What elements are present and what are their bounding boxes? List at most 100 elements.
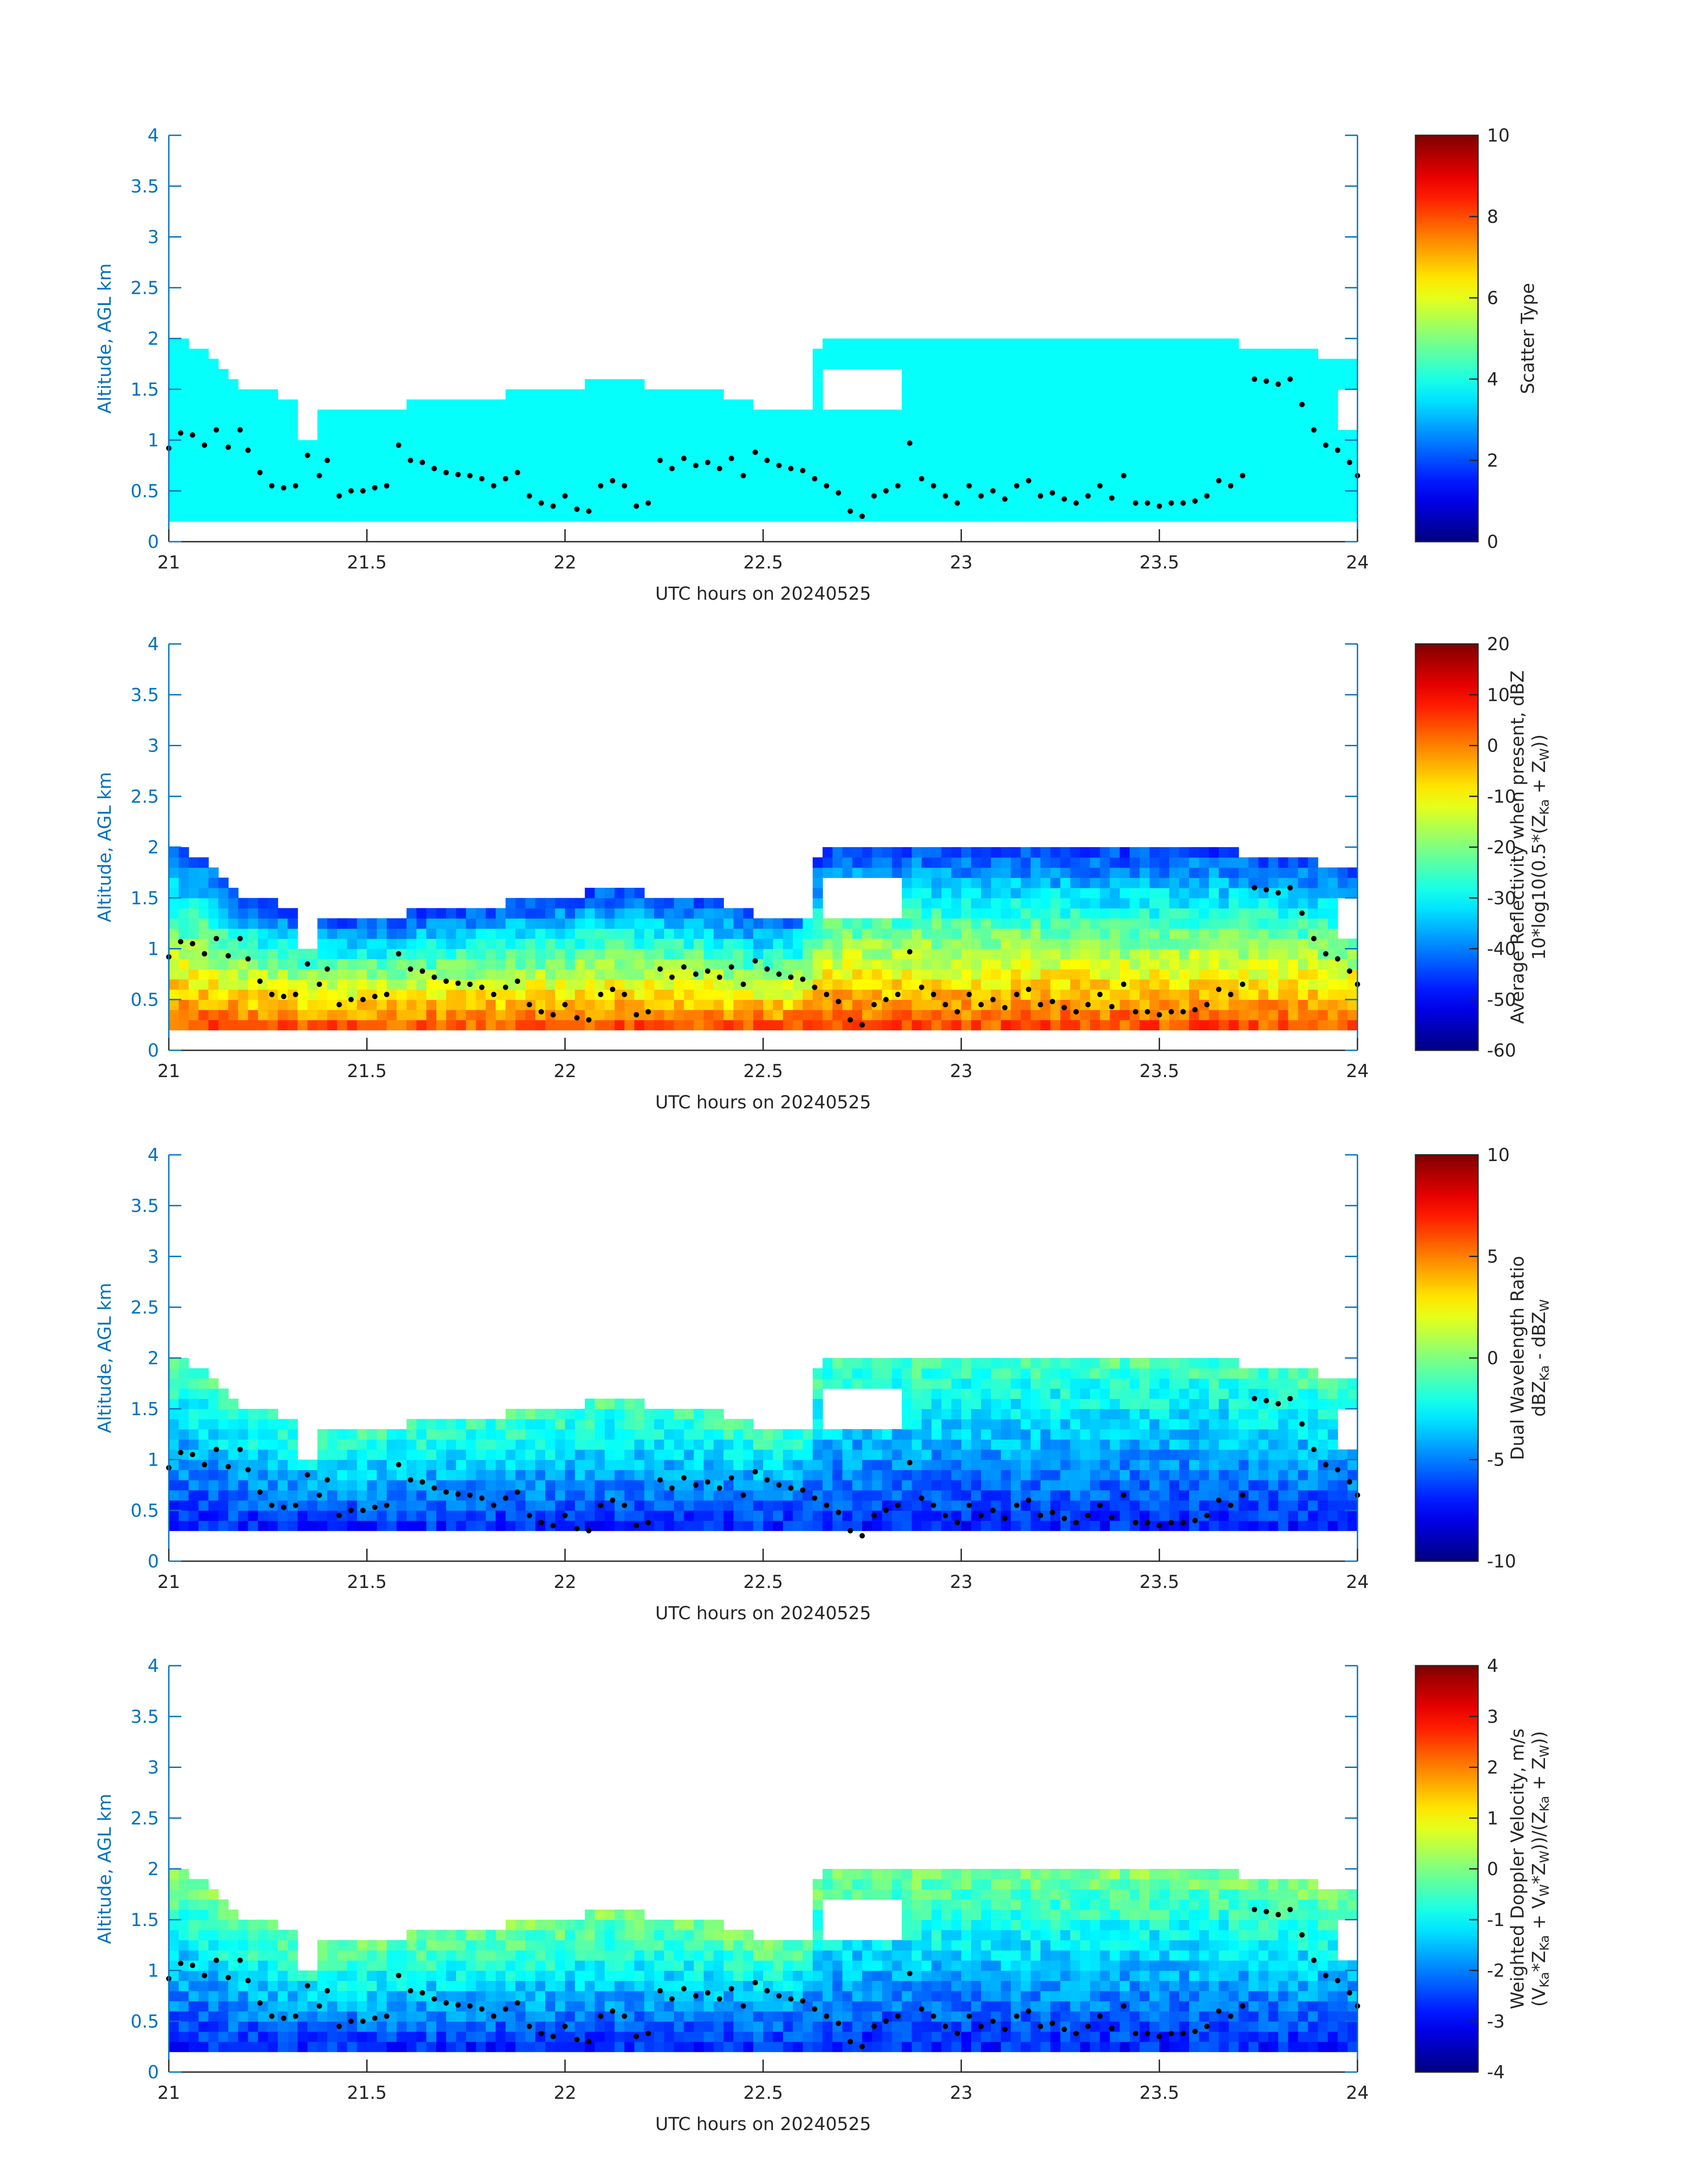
heatmap-cell — [1040, 338, 1051, 349]
heatmap-cell — [248, 1419, 259, 1429]
heatmap-cell — [1040, 857, 1051, 868]
heatmap-cell — [456, 481, 467, 491]
heatmap-cell — [1268, 501, 1279, 512]
heatmap-cell — [1011, 420, 1021, 430]
heatmap-cell — [1060, 928, 1071, 939]
heatmap-cell — [169, 1358, 179, 1369]
heatmap-cell — [545, 430, 555, 441]
heatmap-cell — [436, 1439, 447, 1450]
heatmap-cell — [812, 908, 823, 919]
heatmap-cell — [545, 399, 555, 410]
heatmap-cell — [267, 959, 278, 969]
cloud-base-point — [237, 427, 243, 433]
heatmap-cell — [991, 1419, 1002, 1429]
heatmap-cell — [634, 409, 645, 420]
heatmap-cell — [278, 1459, 288, 1470]
heatmap-cell — [258, 1480, 268, 1491]
heatmap-cell — [179, 898, 189, 909]
heatmap-cell — [981, 491, 991, 501]
heatmap-cell — [1249, 359, 1259, 369]
heatmap-cell — [1040, 1500, 1051, 1511]
heatmap-cell — [1159, 938, 1170, 949]
heatmap-cell — [1308, 989, 1319, 1000]
heatmap-cell — [1228, 491, 1239, 501]
heatmap-cell — [703, 481, 714, 491]
heatmap-cell — [1050, 1388, 1061, 1399]
heatmap-cell — [288, 491, 298, 501]
heatmap-cell — [278, 1490, 288, 1501]
heatmap-cell — [783, 450, 793, 461]
cloud-base-point — [1204, 493, 1210, 499]
heatmap-cell — [406, 1439, 417, 1450]
heatmap-cell — [1288, 460, 1299, 471]
heatmap-cell — [426, 1490, 437, 1501]
heatmap-cell — [1050, 1368, 1061, 1379]
heatmap-cell — [852, 867, 863, 878]
heatmap-cell — [397, 1449, 407, 1460]
cloud-base-point — [336, 493, 342, 499]
heatmap-cell — [535, 1439, 546, 1450]
heatmap-cell — [644, 1449, 655, 1460]
heatmap-cell — [931, 1490, 942, 1501]
heatmap-cell — [812, 409, 823, 420]
heatmap-cell — [406, 481, 417, 491]
heatmap-cell — [1318, 908, 1328, 919]
heatmap-cell — [823, 1449, 833, 1460]
heatmap-cell — [872, 857, 882, 868]
heatmap-cell — [1249, 959, 1259, 969]
heatmap-cell — [1199, 949, 1210, 959]
heatmap-cell — [1238, 511, 1249, 522]
heatmap-cell — [1219, 959, 1229, 969]
heatmap-cell — [1228, 420, 1239, 430]
heatmap-cell — [357, 938, 367, 949]
heatmap-cell — [169, 1429, 179, 1440]
heatmap-cell — [357, 409, 367, 420]
heatmap-cell — [555, 460, 566, 471]
heatmap-cell — [1100, 877, 1111, 888]
heatmap-cell — [664, 959, 675, 969]
heatmap-cell — [644, 1419, 655, 1429]
heatmap-cell — [1189, 888, 1199, 898]
heatmap-cell — [714, 938, 724, 949]
heatmap-cell — [951, 389, 962, 400]
heatmap-cell — [624, 1470, 635, 1480]
heatmap-cell — [585, 908, 595, 919]
heatmap-cell — [1129, 867, 1140, 878]
heatmap-cell — [812, 959, 823, 969]
heatmap-cell — [327, 1429, 338, 1440]
heatmap-cell — [397, 450, 407, 461]
heatmap-cell — [1060, 1500, 1071, 1511]
heatmap-cell — [1238, 430, 1249, 441]
heatmap-cell — [684, 1459, 694, 1470]
heatmap-cell — [1219, 511, 1229, 522]
heatmap-cell — [634, 491, 645, 501]
heatmap-cell — [654, 420, 664, 430]
heatmap-cell — [198, 1020, 209, 1031]
heatmap-cell — [347, 989, 358, 1000]
heatmap-cell — [238, 1020, 249, 1031]
heatmap-cell — [832, 1459, 843, 1470]
heatmap-cell — [307, 491, 318, 501]
heatmap-cell — [248, 898, 259, 909]
heatmap-cell — [575, 928, 585, 939]
heatmap-cell — [842, 959, 853, 969]
heatmap-cell — [783, 491, 793, 501]
heatmap-cell — [258, 918, 268, 929]
heatmap-cell — [723, 979, 734, 990]
heatmap-cell — [1199, 359, 1210, 369]
heatmap-cell — [1070, 979, 1081, 990]
heatmap-cell — [872, 1358, 882, 1369]
y-tick-label: 2.5 — [130, 786, 159, 807]
heatmap-cell — [991, 938, 1002, 949]
heatmap-cell — [1140, 491, 1150, 501]
heatmap-cell — [1328, 359, 1338, 369]
heatmap-cell — [812, 1419, 823, 1429]
heatmap-cell — [911, 949, 922, 959]
heatmap-cell — [1060, 908, 1071, 919]
heatmap-cell — [1288, 491, 1299, 501]
heatmap-cell — [1219, 379, 1229, 390]
heatmap-cell — [723, 918, 734, 929]
heatmap-cell — [1189, 440, 1199, 451]
heatmap-cell — [971, 491, 981, 501]
heatmap-cell — [812, 379, 823, 390]
